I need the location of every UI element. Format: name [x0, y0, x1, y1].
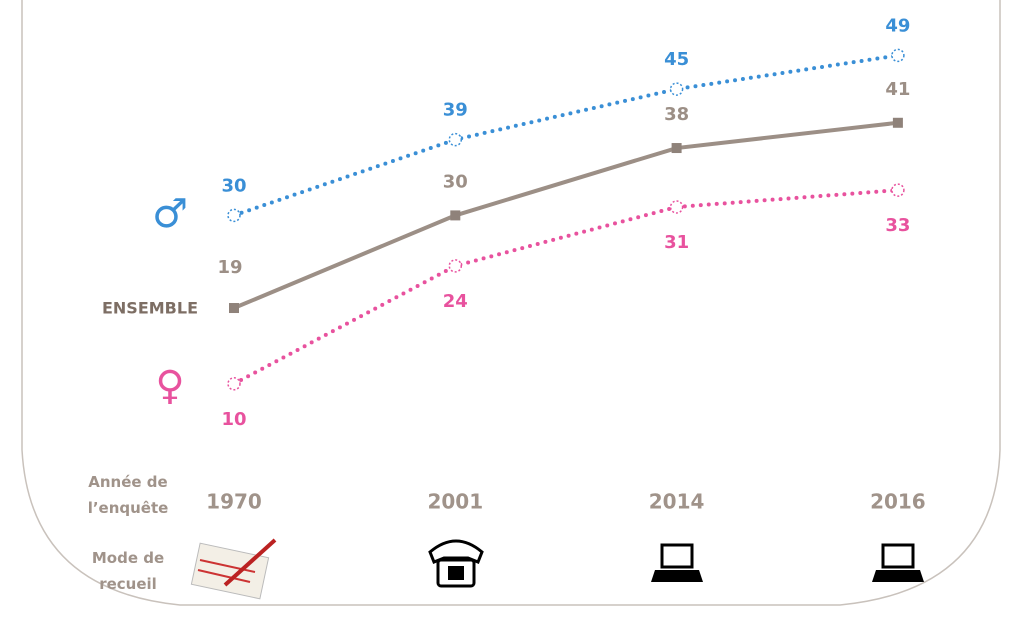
value-label: 24: [443, 291, 468, 312]
marker: [669, 200, 684, 214]
series-line: [232, 188, 900, 386]
icon-phone: [428, 539, 484, 588]
marker: [669, 82, 684, 96]
frame: [21, 0, 1001, 606]
marker: [227, 208, 241, 223]
mode-label: Mode de recueil: [92, 549, 164, 593]
x-tick-label: 2014: [649, 490, 705, 514]
x-tick-label: 2016: [870, 490, 926, 514]
value-label: 10: [221, 409, 246, 430]
value-label: 33: [885, 215, 910, 236]
marker: [448, 259, 463, 273]
legend-label: ♀: [155, 363, 184, 409]
value-label: 41: [885, 79, 910, 100]
marker: [229, 303, 239, 314]
marker: [891, 48, 905, 63]
marker: [671, 143, 682, 154]
marker: [892, 117, 903, 128]
x-tick-label: 1970: [206, 490, 262, 514]
x-axis-label: Année de l’enquête: [88, 473, 169, 517]
value-label: 30: [221, 175, 246, 196]
icon-paper: [190, 538, 277, 600]
marker: [227, 377, 241, 391]
icon-laptop: [872, 543, 924, 582]
legend-label: ENSEMBLE: [102, 299, 198, 318]
value-label: 39: [443, 100, 468, 121]
series-line: [233, 120, 899, 310]
value-label: 38: [664, 104, 689, 125]
value-label: 19: [217, 257, 242, 278]
value-label: 31: [664, 232, 689, 253]
icon-laptop: [651, 543, 703, 582]
marker: [450, 210, 461, 221]
value-label: 49: [885, 15, 910, 36]
marker: [891, 183, 905, 197]
marker: [448, 132, 463, 147]
x-tick-label: 2001: [427, 490, 483, 514]
value-label: 30: [443, 171, 468, 192]
legend-label: ♂: [152, 191, 188, 237]
value-label: 45: [664, 49, 689, 70]
